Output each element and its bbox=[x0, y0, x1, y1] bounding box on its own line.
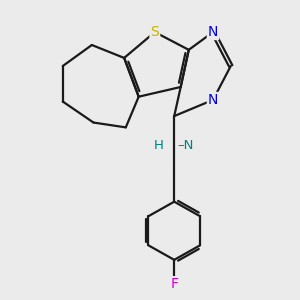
Text: –N: –N bbox=[178, 139, 194, 152]
Text: N: N bbox=[208, 25, 218, 39]
Text: S: S bbox=[151, 25, 159, 39]
Text: H: H bbox=[154, 139, 164, 152]
Text: F: F bbox=[170, 277, 178, 291]
Text: N: N bbox=[208, 93, 218, 107]
